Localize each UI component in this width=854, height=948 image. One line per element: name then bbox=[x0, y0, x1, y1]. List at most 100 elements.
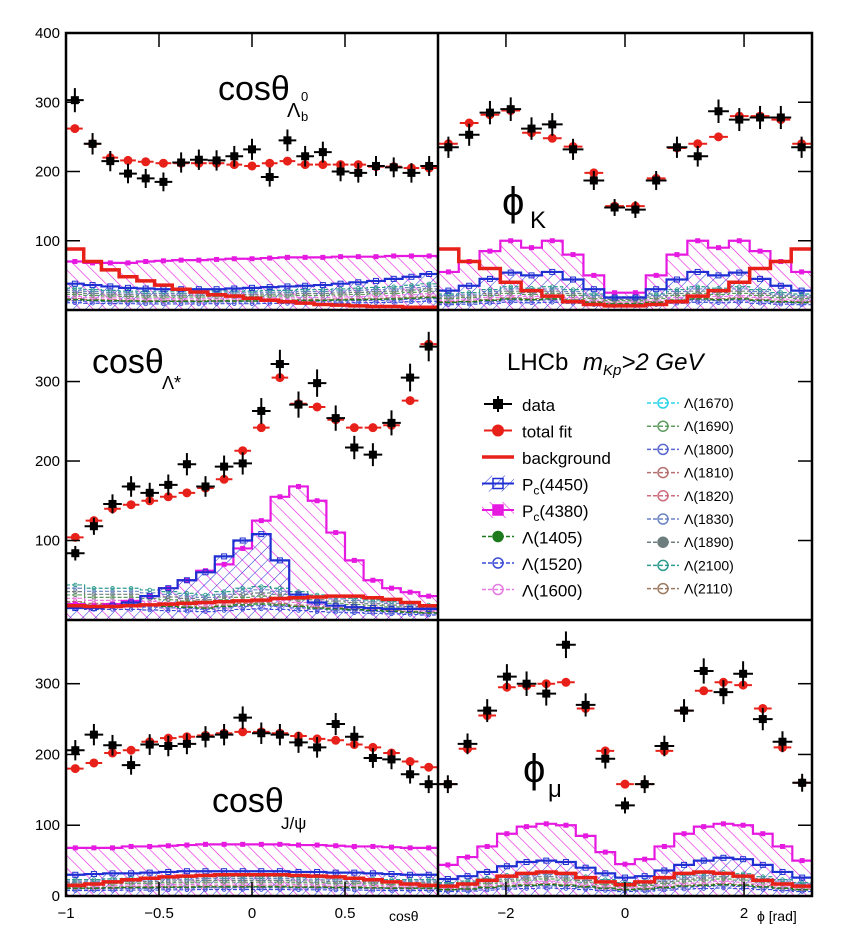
lam1830-marker bbox=[240, 589, 245, 594]
title-phi-mu-sub: μ bbox=[548, 776, 562, 803]
lam1520-component-line bbox=[66, 607, 438, 616]
data-point bbox=[714, 107, 723, 116]
pc4450-marker bbox=[355, 279, 362, 286]
lam1520-marker bbox=[333, 609, 338, 615]
fit-point bbox=[282, 156, 292, 166]
pc4380-marker bbox=[760, 831, 766, 837]
lam2100-marker bbox=[426, 281, 432, 287]
fit-point bbox=[219, 474, 229, 484]
background-line bbox=[438, 247, 812, 308]
fit-point bbox=[312, 402, 322, 412]
lam1830-component-line bbox=[66, 587, 438, 608]
data-point bbox=[387, 418, 396, 427]
pc4380-marker bbox=[653, 272, 659, 278]
pc4450-marker bbox=[681, 861, 688, 868]
lam2100-component-line bbox=[66, 283, 438, 293]
data-point bbox=[407, 168, 416, 177]
pc4450-marker bbox=[779, 868, 786, 875]
pc4380-marker bbox=[524, 824, 530, 830]
legend-label-data: data bbox=[522, 396, 556, 415]
legend-lam1830-marker bbox=[657, 513, 669, 525]
pc4450-marker bbox=[183, 577, 190, 584]
pc4450-marker bbox=[165, 868, 172, 875]
lam1810-marker bbox=[508, 295, 513, 301]
pc4450-marker bbox=[231, 285, 238, 292]
legend-lam1890-marker bbox=[657, 536, 669, 548]
axis-ticks bbox=[65, 32, 812, 897]
legend: LHCb mKp>2 GeV data total fit background Pc… bbox=[482, 349, 734, 601]
legend-title-suffix: >2 GeV bbox=[621, 349, 705, 376]
data-point bbox=[443, 780, 452, 789]
data-point bbox=[561, 640, 570, 649]
lam1810-marker bbox=[799, 299, 804, 304]
lam1690-component-line bbox=[66, 594, 438, 610]
fit-point bbox=[699, 686, 709, 696]
legend-label-text: Λ(1520) bbox=[522, 555, 583, 574]
lam1800-marker bbox=[407, 886, 413, 892]
fit-point bbox=[561, 677, 571, 687]
pc4450-marker bbox=[507, 269, 514, 276]
pc4380-marker bbox=[178, 257, 184, 263]
lam1520-marker bbox=[314, 609, 320, 614]
pc4450-marker bbox=[757, 275, 764, 282]
pc4450-marker bbox=[213, 286, 220, 293]
pc4380-marker bbox=[128, 598, 134, 604]
pc4380-marker bbox=[196, 257, 202, 263]
lam1890-marker bbox=[110, 592, 115, 597]
lam1830-marker bbox=[550, 286, 555, 292]
data-point bbox=[220, 730, 229, 739]
pc4380-marker bbox=[373, 254, 379, 260]
title-costh-lambda-b: cosθ Λ b 0 bbox=[218, 70, 308, 124]
lam1890-marker bbox=[240, 592, 245, 597]
pc4450-marker bbox=[258, 531, 265, 538]
pc4450-marker bbox=[720, 854, 727, 861]
lam2100-marker bbox=[373, 285, 379, 290]
legend-lam1520-marker bbox=[492, 557, 504, 569]
data-point bbox=[313, 743, 322, 752]
pc4450-marker bbox=[700, 857, 707, 864]
pc4380-marker bbox=[351, 843, 357, 849]
legend-pc4380-marker bbox=[492, 504, 504, 516]
data-point bbox=[89, 522, 98, 531]
pc4380-marker bbox=[445, 269, 451, 275]
lam1690-marker bbox=[446, 296, 451, 301]
lam1690-marker bbox=[563, 877, 569, 883]
pc4380-marker bbox=[484, 843, 490, 849]
title-costh-jpsi-main: cosθ bbox=[212, 782, 284, 820]
lam1520-marker bbox=[544, 885, 549, 891]
data-point bbox=[581, 700, 590, 709]
pc4380-marker bbox=[267, 255, 273, 261]
legend-data-marker bbox=[493, 399, 503, 409]
data-point bbox=[71, 549, 80, 558]
y-tick-label: 100 bbox=[35, 817, 60, 834]
pc4380-marker bbox=[72, 845, 78, 851]
lam1830-marker bbox=[277, 589, 283, 594]
pc4450-marker bbox=[570, 276, 577, 283]
legend-label-lam2100: Λ(2100) bbox=[684, 557, 734, 573]
pc4450-marker bbox=[562, 859, 569, 866]
data-point bbox=[331, 720, 340, 729]
pc4450-marker bbox=[486, 275, 493, 282]
lam1890-marker bbox=[653, 294, 659, 300]
data-point bbox=[406, 770, 415, 779]
pc4450-marker bbox=[71, 280, 78, 287]
pc4380-marker bbox=[214, 256, 220, 262]
title-phi-mu-main: ϕ bbox=[523, 747, 545, 791]
pc4450-marker bbox=[632, 294, 639, 301]
lam2100-marker bbox=[409, 283, 414, 288]
data-point bbox=[238, 459, 247, 468]
pc4380-marker bbox=[302, 254, 308, 260]
lam1800-component-line bbox=[66, 604, 438, 615]
pc4380-marker bbox=[277, 494, 283, 500]
lam2100-marker bbox=[91, 877, 97, 882]
lam1890-marker bbox=[184, 596, 190, 601]
data-point bbox=[159, 177, 168, 186]
data-point bbox=[758, 715, 767, 724]
y-tick-label: 300 bbox=[35, 94, 60, 111]
pc4380-marker bbox=[549, 238, 555, 244]
data-point bbox=[735, 115, 744, 124]
lam1800-marker bbox=[277, 604, 283, 609]
legend-label-lam1830: Λ(1830) bbox=[684, 511, 734, 527]
lam1830-marker bbox=[90, 289, 95, 294]
